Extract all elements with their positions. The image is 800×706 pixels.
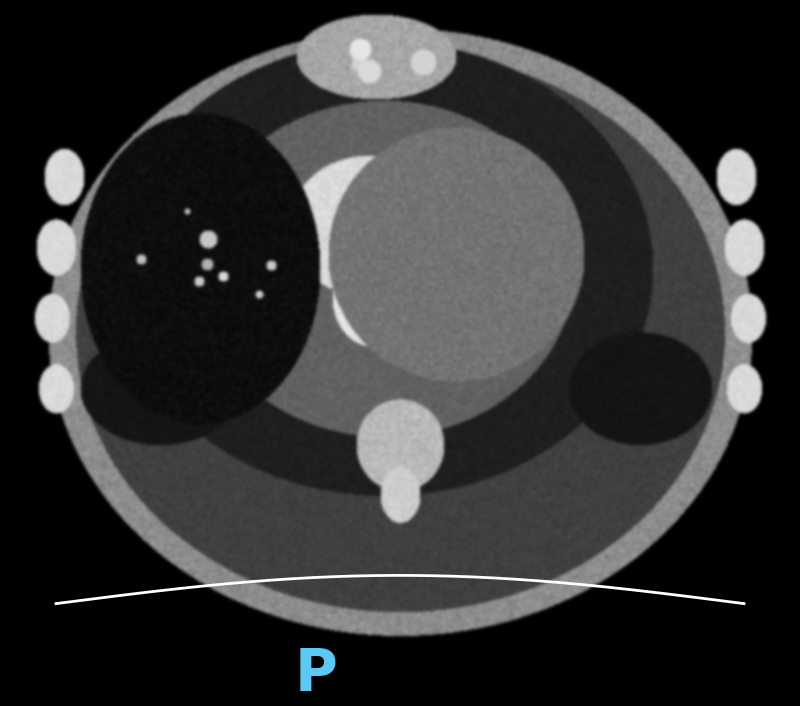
- Text: P: P: [294, 646, 338, 702]
